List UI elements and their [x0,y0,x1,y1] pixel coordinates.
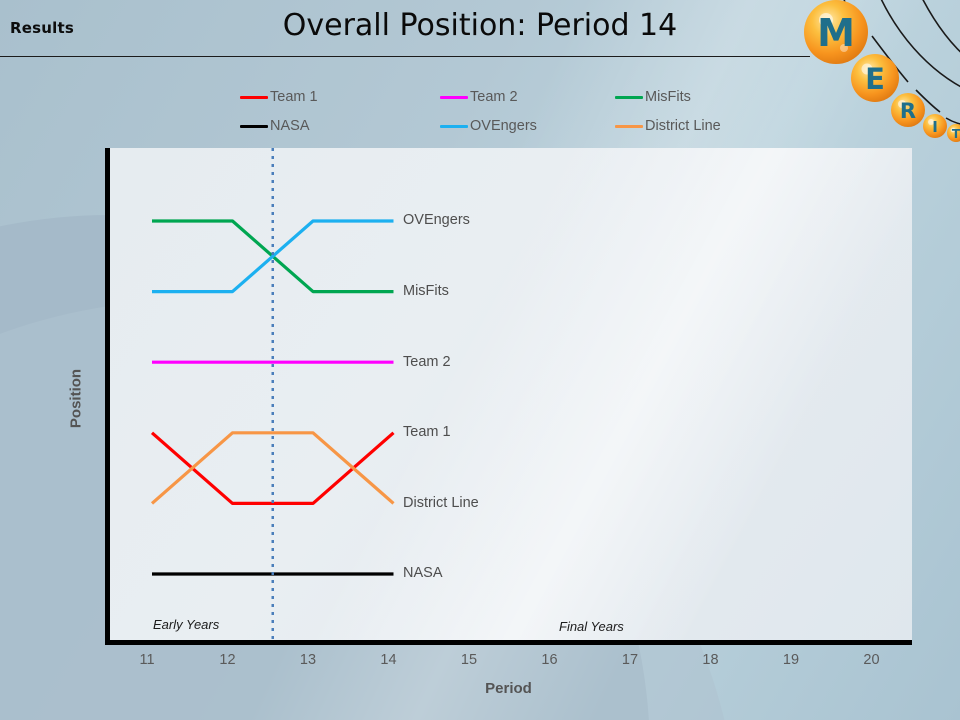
legend-label: NASA [270,118,310,134]
series-end-label-district-line: District Line [403,495,479,511]
logo-letter-m: M [817,11,855,55]
legend-item-team-1[interactable]: Team 1 [240,86,440,108]
series-end-label-ovengers: OVEngers [403,212,470,228]
line-chart [150,148,395,640]
logo-letter-t: T [952,127,960,141]
legend-label: MisFits [645,89,691,105]
legend-label: OVEngers [470,118,537,134]
x-tick-label: 15 [460,652,478,668]
x-tick-label: 17 [621,652,639,668]
merit-logo: M E R I T [804,0,960,142]
legend-label: Team 1 [270,89,318,105]
x-tick-label: 16 [541,652,558,668]
annotation-early-years: Early Years [153,617,220,632]
legend-swatch-icon [240,124,268,128]
series-end-label-misfits: MisFits [403,283,449,299]
legend-swatch-icon [240,95,268,99]
legend-item-ovengers[interactable]: OVEngers [440,115,615,137]
section-label: Results [10,19,74,37]
series-end-label-team-2: Team 2 [403,354,451,370]
legend-label: District Line [645,118,721,134]
x-axis-title: Period [485,680,532,697]
x-tick-label: 14 [380,652,397,668]
x-tick-label: 11 [139,652,155,668]
series-line-ovengers [152,219,394,294]
page-title: Overall Position: Period 14 [282,8,678,43]
header-divider [0,56,810,57]
legend-item-misfits[interactable]: MisFits [615,86,790,108]
logo-letter-r: R [900,99,916,123]
annotation-final-years: Final Years [559,619,624,634]
series-line-district-line [150,431,395,505]
plot-area: Early Years Final Years OVEngers MisFits… [105,148,912,645]
legend-swatch-icon [440,124,468,128]
legend-item-team-2[interactable]: Team 2 [440,86,615,108]
y-axis-title: Position [67,368,85,429]
legend-label: Team 2 [470,89,518,105]
x-axis-tick-labels: 11 12 13 14 15 16 17 18 19 20 [105,652,912,674]
series-end-label-nasa: NASA [403,565,443,581]
series-layer [150,219,395,576]
series-end-label-team-1: Team 1 [403,424,451,440]
legend-swatch-icon [615,124,643,128]
chart-legend: Team 1 Team 2 MisFits NASA OVEngers Dist… [240,86,760,137]
logo-letter-e: E [865,62,885,96]
x-tick-label: 13 [299,652,317,668]
legend-swatch-icon [615,95,643,99]
plot-inner: Early Years Final Years OVEngers MisFits… [110,148,912,640]
logo-letter-i: I [932,118,938,136]
legend-item-district-line[interactable]: District Line [615,115,790,137]
legend-swatch-icon [440,95,468,99]
x-tick-label: 20 [863,652,880,668]
x-tick-label: 19 [782,652,800,668]
x-tick-label: 12 [219,652,236,668]
legend-item-nasa[interactable]: NASA [240,115,440,137]
x-tick-label: 18 [702,652,719,668]
